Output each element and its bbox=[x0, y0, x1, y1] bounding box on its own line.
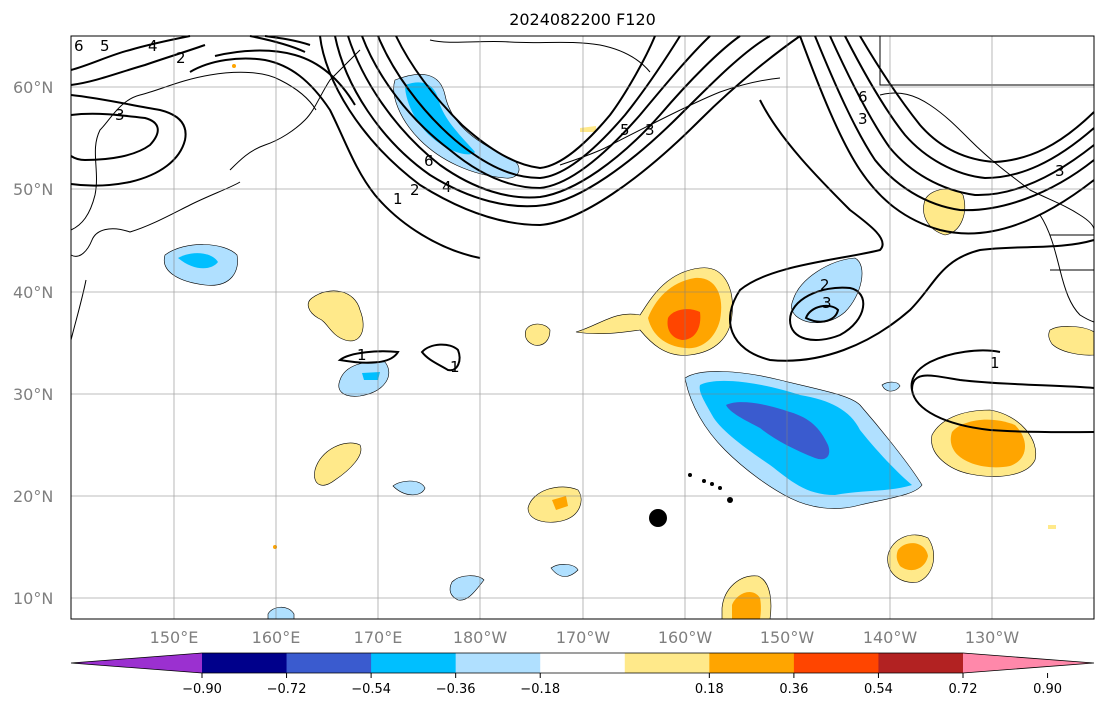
contour-label: 5 bbox=[620, 121, 630, 139]
colorbar-tick-label: −0.90 bbox=[182, 682, 222, 697]
contour-label: 4 bbox=[442, 178, 452, 196]
contour-label: 4 bbox=[148, 37, 158, 55]
contour-label: 3 bbox=[858, 110, 868, 128]
colorbar-bin bbox=[878, 653, 964, 673]
colorbar-bin bbox=[455, 653, 541, 673]
contour-label: 3 bbox=[1055, 162, 1065, 180]
colorbar-tick-label: 0.90 bbox=[1033, 682, 1062, 697]
colorbar-bin bbox=[540, 653, 626, 673]
shaded-anomalies bbox=[163, 64, 1095, 620]
colorbar-bin bbox=[793, 653, 879, 673]
lat-label: 50°N bbox=[13, 180, 53, 199]
colorbar-extension-high bbox=[963, 653, 1094, 673]
contour-label-group: 3 2 4 5 6 1 2 4 6 5 3 2 3 1 1 1 6 3 3 bbox=[74, 37, 1065, 376]
colorbar-tick-label: −0.72 bbox=[267, 682, 307, 697]
lon-label: 160°E bbox=[252, 628, 301, 647]
colorbar-extension-low bbox=[71, 653, 202, 673]
hawaii-islands bbox=[688, 473, 733, 503]
colorbar-bin bbox=[286, 653, 372, 673]
colorbar-tick-label: −0.18 bbox=[520, 682, 560, 697]
lon-label: 170°W bbox=[556, 628, 611, 647]
contour-label: 6 bbox=[74, 37, 84, 55]
colorbar-tick-label: −0.36 bbox=[436, 682, 476, 697]
colorbar-tick-label: 0.36 bbox=[779, 682, 808, 697]
colorbar-tick-label: 0.18 bbox=[695, 682, 724, 697]
colorbar-bin bbox=[624, 653, 710, 673]
contour-label: 6 bbox=[424, 152, 434, 170]
colorbar-tick-label: −0.54 bbox=[351, 682, 391, 697]
colorbar-bin bbox=[202, 653, 288, 673]
contour-label: 1 bbox=[990, 354, 1000, 372]
colorbar-tick-label: 0.72 bbox=[949, 682, 978, 697]
lon-label: 130°W bbox=[965, 628, 1020, 647]
lat-label: 10°N bbox=[13, 589, 53, 608]
lat-label: 40°N bbox=[13, 283, 53, 302]
contour-label: 3 bbox=[645, 121, 655, 139]
lat-label: 60°N bbox=[13, 78, 53, 97]
contour-label: 1 bbox=[357, 346, 367, 364]
coastlines bbox=[70, 36, 1095, 341]
map-title: 2024082200 F120 bbox=[509, 10, 656, 29]
map-frame bbox=[70, 35, 1095, 620]
lat-label: 30°N bbox=[13, 385, 53, 404]
lat-label: 20°N bbox=[13, 487, 53, 506]
contour-label: 3 bbox=[822, 294, 832, 312]
gridlines bbox=[71, 36, 1094, 619]
contour-label: 6 bbox=[858, 88, 868, 106]
contour-label: 2 bbox=[410, 181, 420, 199]
latitude-labels: 60°N 50°N 40°N 30°N 20°N 10°N bbox=[13, 78, 53, 608]
circle-marker bbox=[649, 509, 667, 527]
contour-label: 1 bbox=[393, 190, 403, 208]
contour-label: 5 bbox=[100, 37, 110, 55]
colorbar-tick-label: 0.54 bbox=[864, 682, 893, 697]
colorbar-bin bbox=[709, 653, 795, 673]
longitude-labels: 150°E 160°E 170°E 180°W 170°W 160°W 150°… bbox=[150, 628, 1020, 647]
lon-label: 150°E bbox=[150, 628, 199, 647]
contour-label: 1 bbox=[450, 358, 460, 376]
contour-lines bbox=[70, 35, 1095, 434]
contour-label: 3 bbox=[115, 106, 125, 124]
contour-label: 2 bbox=[176, 49, 186, 67]
lon-label: 160°W bbox=[658, 628, 713, 647]
colorbar-bin bbox=[371, 653, 457, 673]
lon-label: 150°W bbox=[760, 628, 815, 647]
colorbar-ticks: −0.90 −0.72 −0.54 −0.36 −0.18 0.18 0.36 0.54 0.7… bbox=[182, 673, 1062, 697]
lon-label: 180°W bbox=[453, 628, 508, 647]
lon-label: 170°E bbox=[354, 628, 403, 647]
contour-label: 2 bbox=[820, 276, 830, 294]
lon-label: 140°W bbox=[863, 628, 918, 647]
colorbar bbox=[70, 652, 1095, 674]
